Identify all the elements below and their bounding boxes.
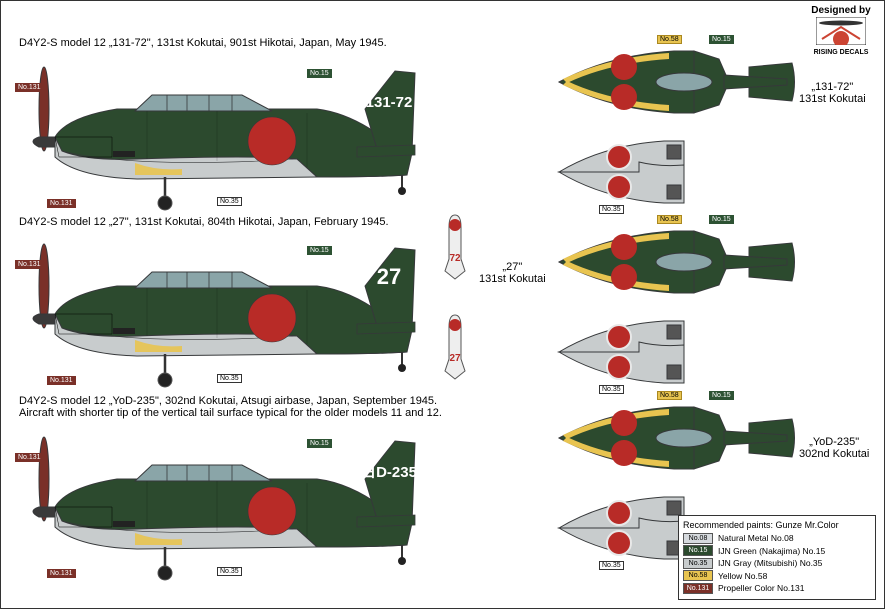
legend-row: No.131 Propeller Color No.131: [683, 583, 871, 594]
paint-legend: Recommended paints: Gunze Mr.Color No.08…: [678, 515, 876, 601]
paint-callout: No.35: [599, 561, 624, 570]
entry-caption: D4Y2-S model 12 „131-72", 131st Kokutai,…: [19, 37, 539, 49]
entry-caption: D4Y2-S model 12 „27", 131st Kokutai, 804…: [19, 216, 539, 228]
svg-text:27: 27: [449, 353, 461, 364]
legend-swatch: No.15: [683, 545, 713, 556]
legend-swatch: No.58: [683, 570, 713, 581]
designed-by-label: Designed by: [811, 5, 870, 16]
paint-callout: No.58: [657, 391, 682, 400]
paint-callout: No.131: [47, 376, 76, 385]
ordnance-icon: 27: [441, 311, 469, 386]
legend-swatch: No.131: [683, 583, 713, 594]
paint-callout: No.15: [709, 391, 734, 400]
paint-callout: No.35: [599, 205, 624, 214]
svg-text:72: 72: [449, 253, 461, 264]
paint-callout: No.15: [709, 215, 734, 224]
svg-text:131-72: 131-72: [366, 94, 413, 111]
legend-row: No.08 Natural Metal No.08: [683, 533, 871, 544]
brand-name: RISING DECALS: [802, 49, 880, 56]
plane-top-view: [549, 217, 799, 397]
paint-callout: No.35: [217, 197, 242, 206]
brand-badge: Designed by RISING DECALS: [802, 5, 880, 56]
paint-callout: No.131: [47, 569, 76, 578]
paint-callout: No.15: [307, 69, 332, 78]
legend-row: No.58 Yellow No.58: [683, 570, 871, 581]
top-view-label: „YoD-235"302nd Kokutai: [799, 436, 869, 460]
entry-caption: D4Y2-S model 12 „YoD-235", 302nd Kokutai…: [19, 395, 539, 419]
legend-label: Propeller Color No.131: [718, 583, 804, 593]
paint-callout: No.15: [709, 35, 734, 44]
top-view-label: „131-72"131st Kokutai: [799, 81, 866, 105]
plane-top-view: [549, 37, 799, 217]
paint-callout: No.131: [47, 199, 76, 208]
legend-label: Yellow No.58: [718, 571, 767, 581]
paint-callout: No.58: [657, 35, 682, 44]
paint-callout: No.15: [307, 246, 332, 255]
legend-label: Natural Metal No.08: [718, 533, 794, 543]
top-view-label: „27"131st Kokutai: [479, 261, 546, 285]
svg-text:27: 27: [377, 264, 401, 289]
legend-row: No.15 IJN Green (Nakajima) No.15: [683, 545, 871, 556]
legend-swatch: No.08: [683, 533, 713, 544]
legend-label: IJN Gray (Mitsubishi) No.35: [718, 558, 822, 568]
paint-callout: No.15: [307, 439, 332, 448]
paint-callout: No.35: [217, 374, 242, 383]
paint-callout: No.131: [15, 260, 44, 269]
paint-callout: No.131: [15, 83, 44, 92]
legend-label: IJN Green (Nakajima) No.15: [718, 546, 825, 556]
paint-callout: No.131: [15, 453, 44, 462]
rising-decals-logo: [816, 17, 866, 45]
legend-row: No.35 IJN Gray (Mitsubishi) No.35: [683, 558, 871, 569]
paint-callout: No.58: [657, 215, 682, 224]
legend-title: Recommended paints: Gunze Mr.Color: [683, 520, 871, 530]
paint-callout: No.35: [217, 567, 242, 576]
svg-text:ヨD-235: ヨD-235: [361, 464, 417, 481]
legend-swatch: No.35: [683, 558, 713, 569]
